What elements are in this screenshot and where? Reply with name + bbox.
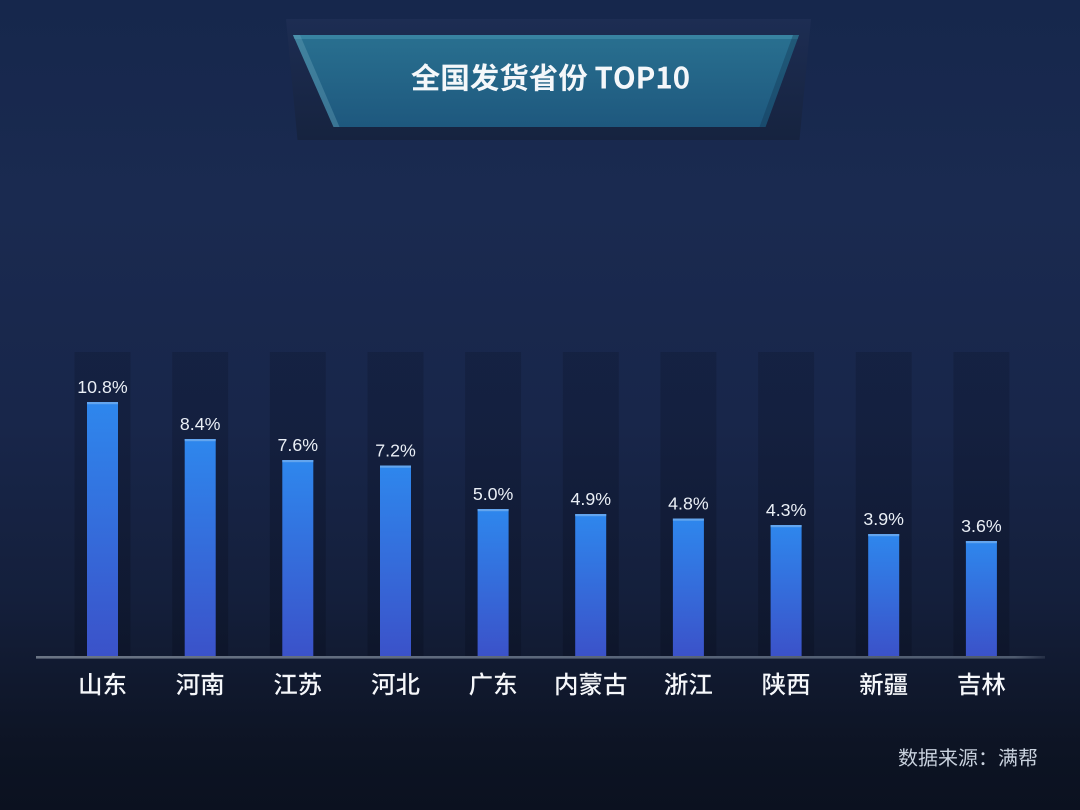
svg-text:3.6%: 3.6% xyxy=(961,516,1002,536)
svg-text:4.9%: 4.9% xyxy=(571,489,612,509)
svg-text:7.2%: 7.2% xyxy=(375,441,416,461)
svg-text:7.6%: 7.6% xyxy=(278,435,319,455)
svg-text:3.9%: 3.9% xyxy=(863,509,904,529)
svg-text:4.3%: 4.3% xyxy=(766,500,807,520)
svg-text:4.8%: 4.8% xyxy=(668,494,709,514)
svg-text:8.4%: 8.4% xyxy=(180,414,221,434)
svg-text:5.0%: 5.0% xyxy=(473,484,514,504)
svg-text:10.8%: 10.8% xyxy=(77,377,128,397)
